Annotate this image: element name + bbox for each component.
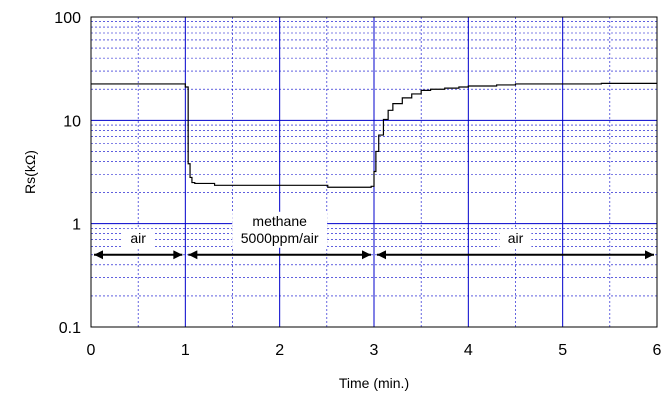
annotation-label: air <box>130 230 146 246</box>
annotation-label: 5000ppm/air <box>241 230 319 246</box>
y-tick-label: 0.1 <box>59 320 81 337</box>
x-tick-label: 0 <box>87 342 96 359</box>
y-axis-title: Rs(kΩ) <box>22 150 38 194</box>
x-axis-title: Time (min.) <box>339 375 409 391</box>
x-tick-label: 2 <box>275 342 284 359</box>
x-tick-label: 1 <box>181 342 190 359</box>
x-tick-label: 4 <box>464 342 473 359</box>
series <box>91 82 657 188</box>
annotation-label-bg <box>499 228 532 248</box>
x-tick-label: 6 <box>653 342 662 359</box>
y-tick-label: 1 <box>72 217 81 234</box>
series-line <box>91 82 657 188</box>
annotation-label: methane <box>252 213 307 229</box>
y-tick-label: 100 <box>54 10 81 27</box>
tick-labels: 0 1 2 3 4 5 6 0.1 1 10 100 <box>54 10 661 359</box>
y-tick-label: 10 <box>63 113 81 130</box>
annotation-label-bg <box>122 228 155 248</box>
x-tick-label: 5 <box>558 342 567 359</box>
annotation-label-bg <box>232 211 328 248</box>
annotation-label: air <box>508 230 524 246</box>
x-tick-label: 3 <box>370 342 379 359</box>
plot-frame <box>90 16 658 328</box>
